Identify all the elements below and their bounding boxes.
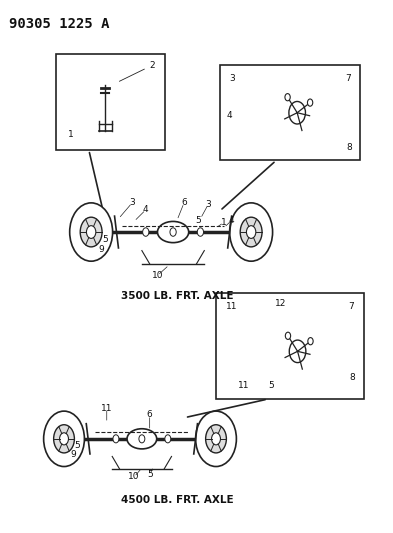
Text: 9: 9 [98,245,104,254]
Circle shape [246,225,256,238]
Text: 90305 1225 A: 90305 1225 A [9,17,110,31]
Circle shape [285,94,290,101]
Circle shape [165,435,171,443]
Text: 6: 6 [147,410,152,419]
Bar [220,65,360,160]
Text: 5: 5 [268,382,274,391]
Text: 2: 2 [119,61,155,82]
Text: 9: 9 [71,450,77,459]
Text: 10: 10 [128,472,140,481]
Text: 11: 11 [226,302,237,311]
Text: 4: 4 [229,216,235,225]
Text: 8: 8 [349,374,355,383]
Text: 1: 1 [68,130,73,139]
Circle shape [80,217,102,247]
Text: 6: 6 [181,198,187,207]
Text: 10: 10 [152,271,163,280]
Text: 1: 1 [221,218,227,227]
Circle shape [70,203,113,261]
Circle shape [53,425,74,453]
Text: 11: 11 [238,381,249,390]
Circle shape [206,425,226,453]
Circle shape [86,225,96,238]
Circle shape [60,433,68,445]
Bar [56,54,165,150]
Circle shape [143,228,149,236]
Circle shape [289,340,306,362]
Text: 3500 LB. FRT. AXLE: 3500 LB. FRT. AXLE [121,290,233,301]
Text: 3: 3 [129,198,135,207]
Text: 11: 11 [101,403,112,413]
Bar [216,293,364,399]
Text: 7: 7 [345,74,351,83]
Text: 3: 3 [205,200,211,209]
Circle shape [211,433,220,445]
Circle shape [308,337,313,345]
Ellipse shape [158,221,189,243]
Circle shape [240,217,262,247]
Text: 5: 5 [147,471,152,479]
Text: 12: 12 [275,299,287,308]
Circle shape [307,99,313,106]
Text: 5: 5 [102,236,108,245]
Circle shape [197,228,204,236]
Circle shape [113,435,119,443]
Text: 3: 3 [230,74,235,83]
Text: 5: 5 [75,441,80,450]
Text: 4500 LB. FRT. AXLE: 4500 LB. FRT. AXLE [121,495,233,505]
Circle shape [139,435,145,443]
Circle shape [285,332,291,340]
Text: 4: 4 [227,110,233,119]
Circle shape [196,411,237,466]
Circle shape [230,203,273,261]
Text: 7: 7 [349,302,354,311]
Circle shape [289,101,305,124]
Circle shape [170,228,176,236]
Text: 8: 8 [347,143,353,152]
Text: 5: 5 [196,216,201,225]
Circle shape [44,411,84,466]
Ellipse shape [127,429,157,449]
Text: 4: 4 [143,205,149,214]
